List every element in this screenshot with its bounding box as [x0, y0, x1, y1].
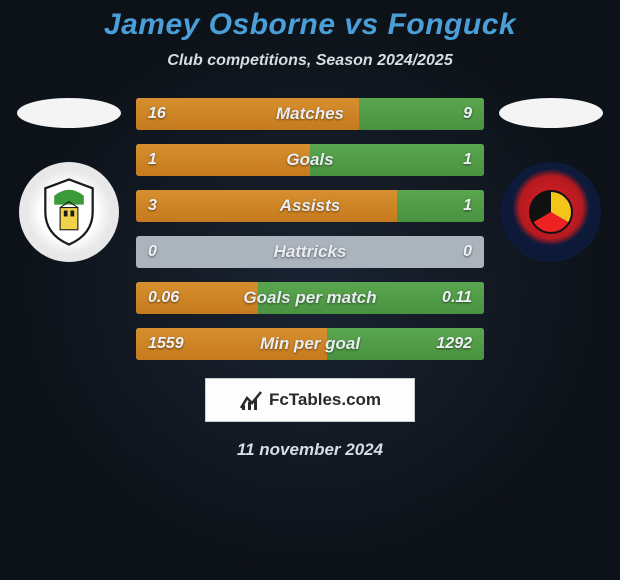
chart-icon — [239, 388, 263, 412]
stat-label: Assists — [136, 196, 484, 216]
stat-row: 11Goals — [136, 144, 484, 176]
stat-label: Goals per match — [136, 288, 484, 308]
stat-label: Hattricks — [136, 242, 484, 262]
player-right-silhouette — [499, 98, 603, 128]
club-crest-right — [501, 162, 601, 262]
player-left-col — [14, 98, 124, 262]
source-label: FcTables.com — [269, 390, 381, 410]
source-badge[interactable]: FcTables.com — [205, 378, 415, 422]
stat-row: 169Matches — [136, 98, 484, 130]
stats-area: 169Matches 11Goals 31Assists 00Hattricks 0.0… — [0, 98, 620, 360]
date-label: 11 november 2024 — [237, 440, 383, 460]
club-crest-right-inner — [529, 190, 573, 234]
player-left-silhouette — [17, 98, 121, 128]
club-crest-left — [19, 162, 119, 262]
page-title: Jamey Osborne vs Fonguck — [104, 8, 516, 42]
stat-row: 31Assists — [136, 190, 484, 222]
stat-label: Matches — [136, 104, 484, 124]
stat-row: 00Hattricks — [136, 236, 484, 268]
stat-row: 15591292Min per goal — [136, 328, 484, 360]
stat-label: Goals — [136, 150, 484, 170]
shield-icon — [32, 175, 106, 249]
stat-row: 0.060.11Goals per match — [136, 282, 484, 314]
stat-label: Min per goal — [136, 334, 484, 354]
subtitle: Club competitions, Season 2024/2025 — [167, 52, 452, 70]
comparison-card: Jamey Osborne vs Fonguck Club competitio… — [0, 0, 620, 460]
stats-column: 169Matches 11Goals 31Assists 00Hattricks 0.0… — [136, 98, 484, 360]
player-right-col — [496, 98, 606, 262]
